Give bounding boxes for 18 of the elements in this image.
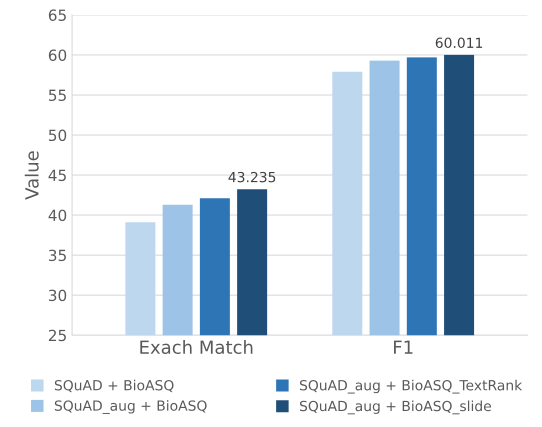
y-tick-label: 45 [48, 170, 66, 182]
x-tick-label: F1 [394, 340, 412, 354]
legend-label: SQuAD_aug + BioASQ [54, 400, 207, 414]
data-label: 60.011 [436, 38, 482, 48]
legend-label: SQuAD_aug + BioASQ_slide [300, 400, 491, 414]
y-tick-label: 35 [48, 250, 66, 262]
legend-label: SQuAD + BioASQ [54, 380, 174, 392]
y-tick-label: 65 [48, 9, 66, 21]
y-axis-title: Value [24, 151, 39, 200]
y-tick-label: 55 [48, 90, 66, 102]
data-label: 43.235 [228, 172, 276, 182]
y-tick-label: 60 [48, 49, 66, 61]
y-tick-label: 30 [48, 290, 66, 302]
x-tick-label: Exach Match [140, 340, 252, 354]
legend-label: SQuAD_aug + BioASQ_TextRank [300, 380, 522, 394]
y-tick-label: 25 [48, 330, 66, 342]
y-tick-label: 50 [48, 130, 66, 142]
y-tick-label: 40 [48, 210, 66, 222]
